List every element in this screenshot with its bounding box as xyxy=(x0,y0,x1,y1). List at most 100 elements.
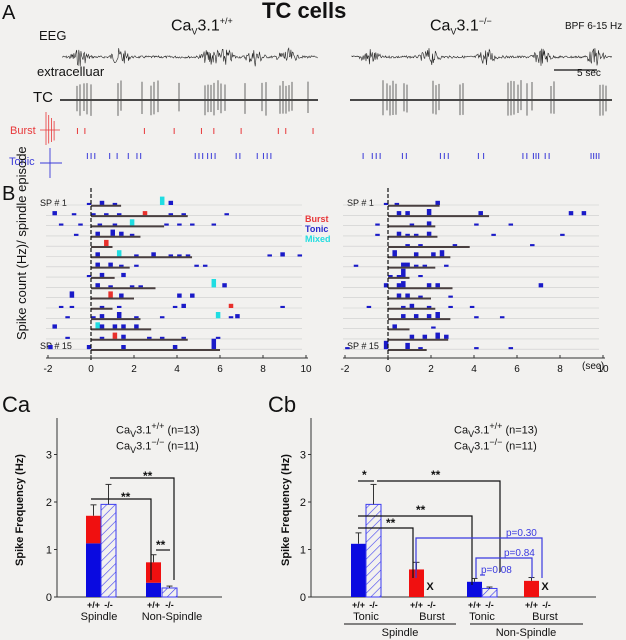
ko-x-tick-label: 6 xyxy=(514,364,520,375)
ko-spike-count-bar-tonic xyxy=(413,264,419,267)
wt-spike-count-bar-tonic xyxy=(99,336,105,339)
wt-spike-count-bar-tonic xyxy=(71,213,77,216)
wt-spike-count-bar-tonic xyxy=(91,213,96,216)
ko-spike-count-bar-tonic xyxy=(581,211,587,216)
wt-spike-count-bar-tonic xyxy=(99,324,105,329)
wt-spike-count-bar-tonic xyxy=(159,336,165,339)
ca-legend-ko: CaV3.1−/− (n=11) xyxy=(116,437,199,455)
cb-bar-label: +/+ xyxy=(410,600,423,610)
ca-bar-nonspindle-ko xyxy=(161,587,178,598)
wt-spike-count-bar-tonic xyxy=(134,324,139,329)
ca-bar-spindle-wt-tonic xyxy=(86,543,101,597)
wt-x-tick-label: 4 xyxy=(174,364,180,375)
wt-spike-count-bar-mixed xyxy=(159,196,165,205)
wt-spike-count-bar-tonic xyxy=(99,200,105,205)
ko-spike-count-bar-tonic xyxy=(401,268,406,278)
cb-bar-label: +/+ xyxy=(525,600,538,610)
wt-spike-count-bar-tonic xyxy=(172,345,178,350)
ko-spike-count-bar-tonic xyxy=(396,293,402,298)
wt-spike-count-bar-tonic xyxy=(86,202,92,205)
ko-spike-count-bar-tonic xyxy=(413,252,419,257)
ko-spike-count-bar-tonic xyxy=(413,314,419,319)
panel-cb-letter: Cb xyxy=(268,392,297,417)
wt-spike-count-bar-tonic xyxy=(134,264,139,267)
ko-spike-count-bar-tonic xyxy=(499,316,505,319)
ko-spike-count-bar-tonic xyxy=(392,250,397,257)
cb-significance-label: p=0.84 xyxy=(504,548,535,559)
ko-spike-count-bar-tonic xyxy=(426,283,432,288)
ko-spike-count-bar-tonic xyxy=(418,244,423,247)
ko-spike-count-bar-tonic xyxy=(392,324,397,329)
wt-spike-count-bar-tonic xyxy=(86,345,92,350)
ko-spike-count-bar-tonic xyxy=(426,314,432,319)
extracellular-label: extracelluar xyxy=(37,64,105,79)
wt-x-tick-label: 0 xyxy=(88,364,94,375)
cb-bar-label: +/+ xyxy=(352,600,365,610)
wt-spike-count-bar-tonic xyxy=(151,252,156,257)
ko-spike-count-bar-tonic xyxy=(401,262,406,267)
cb-significance-bracket xyxy=(475,557,533,578)
wt-spike-count-bar-tonic xyxy=(112,223,118,226)
burst-label: Burst xyxy=(10,125,36,137)
cb-legend-ko: CaV3.1−/− (n=11) xyxy=(454,437,537,455)
ko-spike-count-bar-tonic xyxy=(474,316,479,319)
wt-spike-count-bar-tonic xyxy=(119,264,124,267)
ca-significance-label: ** xyxy=(143,469,153,483)
ko-x-tick-label: 8 xyxy=(557,364,563,375)
ca-y-tick-label: 3 xyxy=(46,450,52,462)
ca-bar-nonspindle-wt-tonic xyxy=(146,582,161,597)
ko-spike-count-bar-tonic xyxy=(448,305,453,308)
wt-spike-count-bar-tonic xyxy=(112,324,118,329)
cb-bar-non-spindle-burst-wt xyxy=(524,580,539,597)
wt-spike-count-bar-tonic xyxy=(215,336,221,339)
eeg-trace-wt xyxy=(61,47,318,67)
ko-spike-count-bar-tonic xyxy=(426,305,432,308)
wt-spike-count-bar-tonic xyxy=(211,338,217,350)
ko-spike-count-bar-tonic xyxy=(439,250,445,257)
ko-spike-count-bar-tonic xyxy=(401,281,406,288)
ko-spike-count-bar-tonic xyxy=(401,314,406,319)
ko-spike-count-bar-tonic xyxy=(396,275,402,278)
ko-spike-count-bar-tonic xyxy=(560,233,565,236)
wt-spike-count-bar-mixed xyxy=(211,279,217,288)
ko-spike-count-bar-tonic xyxy=(422,264,428,267)
wt-spike-count-bar-tonic xyxy=(280,305,285,308)
ko-spike-count-bar-tonic xyxy=(394,202,400,205)
ko-spike-count-bar-tonic xyxy=(568,211,574,216)
wt-spike-count-bar-tonic xyxy=(121,324,126,329)
wt-spike-count-bar-tonic xyxy=(52,211,57,216)
ko-x-tick-label: 0 xyxy=(385,364,391,375)
ko-spike-count-bar-tonic xyxy=(435,283,440,288)
ko-spike-count-bar-tonic xyxy=(405,244,410,247)
cb-bar-non-spindle-tonic-ko xyxy=(481,587,498,598)
wt-spike-count-bar-tonic xyxy=(78,223,83,226)
ko-spike-count-bar-tonic xyxy=(478,211,483,216)
legend-mixed: Mixed xyxy=(305,234,331,244)
wt-spike-count-bar-tonic xyxy=(116,312,122,319)
cb-significance-label: p=0.08 xyxy=(481,565,512,576)
wt-spike-count-bar-tonic xyxy=(181,303,186,308)
ko-spike-count-bar-tonic xyxy=(426,231,432,236)
tonic-label: Tonic xyxy=(9,156,35,168)
ko-spike-count-bar-tonic xyxy=(426,209,432,216)
tc-label: TC xyxy=(33,89,53,106)
ko-spike-count-bar-tonic xyxy=(375,233,380,236)
ko-spike-count-bar-tonic xyxy=(413,233,419,236)
ca-bar-spindle-ko xyxy=(100,503,117,598)
wt-spike-count-bar-tonic xyxy=(172,305,178,308)
figure-title: TC cells xyxy=(262,0,347,23)
wt-spike-count-bar-tonic xyxy=(138,285,143,288)
wt-x-tick-label: 2 xyxy=(131,364,137,375)
ca-bar-label: +/+ xyxy=(147,600,160,610)
cb-significance-bracket xyxy=(358,527,414,578)
wt-x-tick-label: 8 xyxy=(260,364,266,375)
legend-tonic: Tonic xyxy=(305,224,329,234)
cb-bar-label: -/- xyxy=(485,600,494,610)
wt-spike-count-bar-tonic xyxy=(177,223,182,226)
ko-spike-count-bar-tonic xyxy=(409,223,415,226)
wt-spike-count-bar-tonic xyxy=(134,316,139,319)
wt-spike-count-bar-tonic xyxy=(73,233,79,236)
filter-note: BPF 6-15 Hz xyxy=(565,21,623,32)
wt-spike-count-bar-burst xyxy=(142,211,148,216)
ko-spike-count-bar-tonic xyxy=(530,244,535,247)
